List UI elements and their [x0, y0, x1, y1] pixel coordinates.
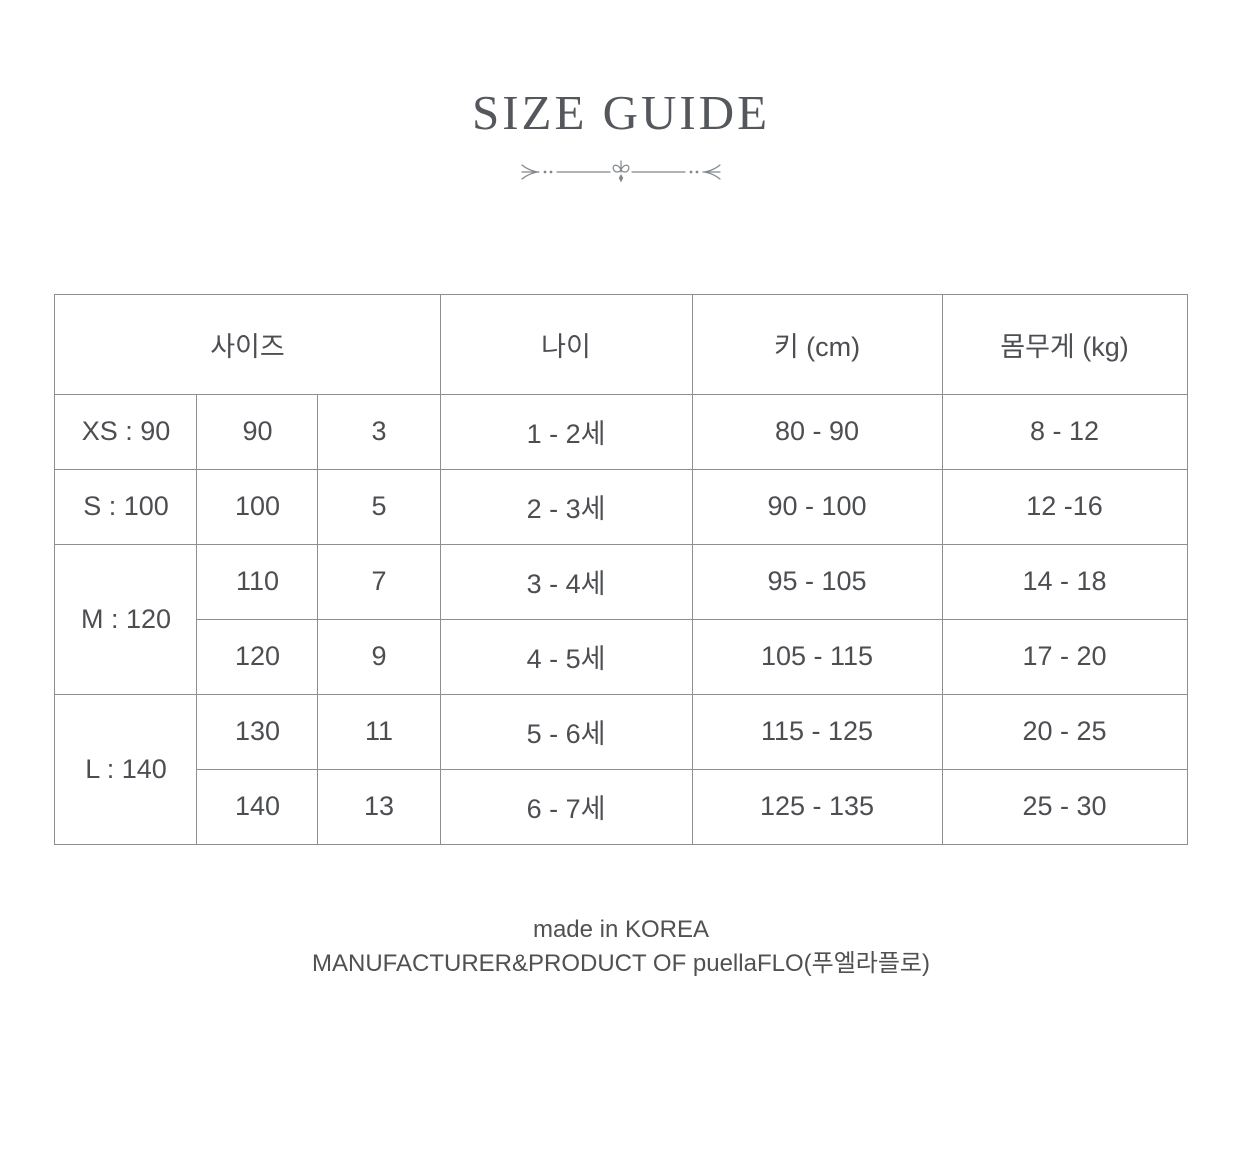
weight-range-cell: 14 - 18: [941, 543, 1188, 620]
size-group-cell: XS : 90: [54, 393, 198, 470]
size-value-cell: 100: [196, 468, 319, 545]
size-group-cell: L : 140: [54, 693, 198, 845]
age-range-cell: 2 - 3세: [439, 468, 693, 545]
col-header-age: 나이: [439, 293, 693, 395]
size-guide-table: 사이즈 나이 키 (cm) 몸무게 (kg) XS : 90 90 3 1 - …: [54, 293, 1188, 845]
table-row-l-130: L : 140 130 11 5 - 6세 115 - 125 20 - 25: [54, 693, 1188, 845]
flourish-divider-icon: [509, 157, 733, 192]
height-range-cell: 115 - 125: [691, 693, 943, 770]
size-value-cell: 120: [196, 618, 319, 695]
height-range-cell: 90 - 100: [691, 468, 943, 545]
age-number-cell: 7: [317, 543, 441, 620]
weight-range-cell: 17 - 20: [941, 618, 1188, 695]
footer: made in KOREA MANUFACTURER&PRODUCT OF pu…: [0, 913, 1242, 981]
age-range-cell: 5 - 6세: [439, 693, 693, 770]
size-value-cell: 130: [196, 693, 319, 770]
age-number-cell: 3: [317, 393, 441, 470]
age-number-cell: 13: [317, 768, 441, 845]
made-in-korea-text: made in KOREA: [532, 915, 710, 943]
table-row-l-140: 140 13 6 - 7세 125 - 135 25 - 30: [55, 768, 1188, 845]
size-value-cell: 140: [196, 768, 319, 845]
weight-range-cell: 12 -16: [941, 468, 1188, 545]
page-title: SIZE GUIDE: [471, 85, 771, 140]
col-header-height: 키 (cm): [691, 293, 943, 395]
age-number-cell: 9: [317, 618, 441, 695]
height-range-cell: 105 - 115: [691, 618, 943, 695]
manufacturer-text: MANUFACTURER&PRODUCT OF puellaFLO(푸엘라플로): [311, 949, 931, 977]
col-header-weight: 몸무게 (kg): [941, 293, 1188, 395]
size-group-cell: M : 120: [54, 543, 198, 695]
height-range-cell: 95 - 105: [691, 543, 943, 620]
age-range-cell: 3 - 4세: [439, 543, 693, 620]
table-row-s: S : 100 100 5 2 - 3세 90 - 100 12 -16: [54, 468, 1188, 545]
flourish-divider-svg: [521, 160, 721, 183]
weight-range-cell: 8 - 12: [941, 393, 1188, 470]
age-range-cell: 4 - 5세: [439, 618, 693, 695]
age-range-cell: 1 - 2세: [439, 393, 693, 470]
table-row-m-110: M : 120 110 7 3 - 4세 95 - 105 14 - 18: [54, 543, 1188, 695]
table-header-row: 사이즈 나이 키 (cm) 몸무게 (kg): [54, 293, 1188, 395]
age-number-cell: 5: [317, 468, 441, 545]
size-group-cell: S : 100: [54, 468, 198, 545]
height-range-cell: 125 - 135: [691, 768, 943, 845]
table-row-xs: XS : 90 90 3 1 - 2세 80 - 90 8 - 12: [54, 393, 1188, 470]
col-header-size: 사이즈: [54, 293, 441, 395]
table-row-m-120: 120 9 4 - 5세 105 - 115 17 - 20: [55, 618, 1188, 695]
weight-range-cell: 20 - 25: [941, 693, 1188, 770]
age-range-cell: 6 - 7세: [439, 768, 693, 845]
size-value-cell: 90: [196, 393, 319, 470]
age-number-cell: 11: [317, 693, 441, 770]
weight-range-cell: 25 - 30: [941, 768, 1188, 845]
height-range-cell: 80 - 90: [691, 393, 943, 470]
size-value-cell: 110: [196, 543, 319, 620]
